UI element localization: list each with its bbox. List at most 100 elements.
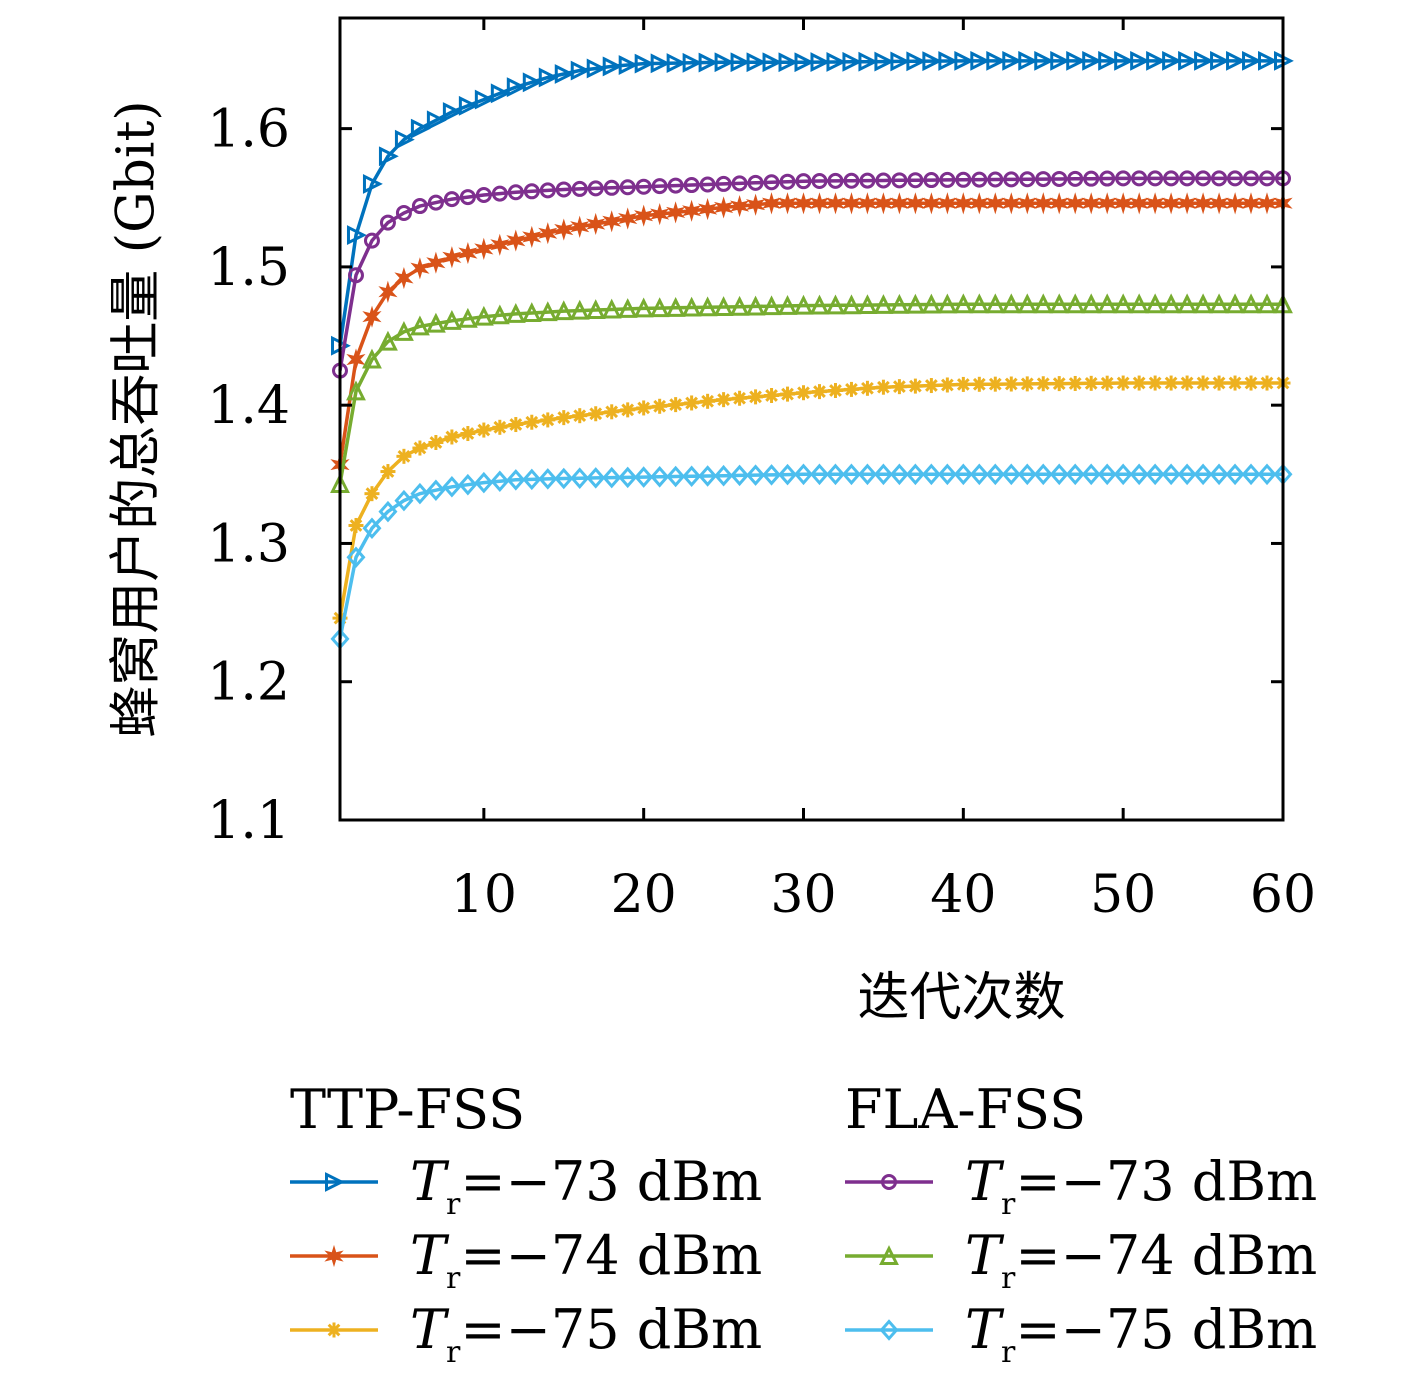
marker-circle	[939, 171, 956, 188]
marker-triangle-right	[1258, 50, 1278, 71]
marker-circle	[1131, 170, 1148, 187]
marker-asterisk	[444, 429, 460, 445]
marker-hexagram	[729, 195, 750, 218]
marker-asterisk	[636, 400, 652, 416]
marker-diamond	[586, 467, 606, 489]
marker-diamond	[794, 463, 814, 486]
marker-triangle-up	[1017, 293, 1038, 314]
marker-triangle-up	[1065, 293, 1086, 314]
marker-triangle-up	[985, 293, 1006, 314]
marker-asterisk	[716, 392, 732, 408]
marker-asterisk	[684, 395, 700, 411]
legend-item: Tr=−73 dBm	[845, 1150, 1317, 1222]
series-line	[338, 472, 1283, 640]
marker-diamond	[825, 463, 845, 486]
marker-diamond	[1193, 463, 1213, 486]
marker-asterisk	[460, 426, 476, 442]
marker-hexagram	[905, 192, 926, 215]
series-line	[338, 201, 1283, 465]
marker-triangle-up	[409, 315, 430, 336]
marker-asterisk	[1019, 376, 1035, 392]
marker-asterisk-stroke	[829, 384, 842, 397]
marker-triangle-up	[745, 295, 766, 316]
marker-triangle-right	[522, 72, 543, 93]
x-tick-label: 60	[1250, 865, 1316, 925]
series-line	[338, 381, 1283, 619]
marker-asterisk-stroke	[413, 441, 427, 455]
marker-circle	[1163, 170, 1180, 187]
marker-diamond	[778, 463, 798, 486]
marker-hexagram	[889, 192, 910, 215]
marker-asterisk	[1227, 375, 1243, 391]
marker-circle	[539, 182, 556, 199]
marker-diamond	[1225, 463, 1245, 486]
legend-item: Tr=−74 dBm	[845, 1224, 1317, 1296]
marker-triangle-right	[1034, 50, 1055, 71]
marker-asterisk-stroke	[381, 465, 395, 478]
marker-triangle-up	[777, 295, 798, 315]
marker-hexagram	[1209, 192, 1229, 215]
marker-asterisk	[811, 384, 827, 400]
marker-circle	[1019, 171, 1036, 188]
marker-diamond	[650, 466, 670, 488]
marker-circle	[347, 267, 364, 284]
marker-triangle-right	[954, 50, 975, 71]
marker-circle	[881, 1174, 897, 1190]
marker-asterisk-stroke	[1068, 377, 1082, 390]
marker-diamond	[1177, 463, 1197, 486]
marker-triangle-right	[410, 118, 431, 139]
marker-triangle-up	[394, 321, 414, 341]
marker-triangle-right	[1194, 50, 1214, 71]
marker-diamond	[921, 463, 941, 486]
marker-hexagram	[538, 222, 558, 245]
marker-triangle-right	[586, 58, 607, 79]
marker-asterisk	[556, 410, 572, 426]
marker-circle	[1035, 171, 1052, 188]
marker-asterisk	[875, 379, 891, 395]
marker-hexagram	[969, 192, 989, 215]
marker-hexagram	[937, 192, 957, 215]
marker-triangle-up	[937, 293, 958, 314]
marker-asterisk-stroke	[365, 487, 379, 501]
marker-hexagram	[761, 192, 782, 215]
marker-triangle-right	[858, 51, 879, 72]
legend-label: Tr=−73 dBm	[410, 1150, 762, 1222]
marker-circle	[1067, 170, 1084, 187]
marker-diamond	[682, 465, 702, 488]
marker-circle	[555, 181, 572, 198]
marker-triangle-right	[506, 77, 527, 98]
marker-asterisk	[540, 412, 556, 428]
marker-circle	[363, 232, 380, 249]
marker-circle	[459, 189, 476, 206]
y-tick-label: 1.4	[207, 376, 290, 436]
marker-asterisk	[859, 380, 875, 396]
marker-asterisk-stroke	[1228, 376, 1242, 390]
y-tick-label: 1.2	[207, 653, 290, 713]
marker-hexagram	[697, 198, 718, 221]
marker-triangle-up	[857, 294, 878, 315]
marker-asterisk-stroke	[349, 519, 363, 532]
marker-asterisk-stroke	[797, 386, 810, 400]
marker-hexagram	[1001, 192, 1021, 215]
marker-hexagram	[793, 192, 814, 215]
marker-hexagram	[1017, 192, 1037, 215]
marker-asterisk	[923, 378, 939, 394]
marker-asterisk-stroke	[925, 379, 938, 392]
marker-hexagram	[1129, 192, 1149, 215]
marker-triangle-up	[841, 294, 862, 315]
marker-diamond	[346, 546, 366, 569]
marker-diamond	[362, 517, 382, 540]
marker-triangle-right	[474, 89, 495, 110]
marker-hexagram	[410, 257, 430, 280]
marker-asterisk	[1195, 375, 1211, 391]
marker-circle	[763, 174, 780, 191]
marker-hexagram	[346, 348, 366, 371]
marker-asterisk-stroke	[893, 380, 906, 394]
marker-diamond	[985, 463, 1005, 486]
marker-hexagram	[841, 192, 862, 215]
marker-asterisk	[604, 404, 620, 420]
marker-hexagram	[650, 202, 670, 226]
marker-asterisk-stroke	[445, 430, 459, 444]
marker-triangle-up	[457, 307, 478, 328]
